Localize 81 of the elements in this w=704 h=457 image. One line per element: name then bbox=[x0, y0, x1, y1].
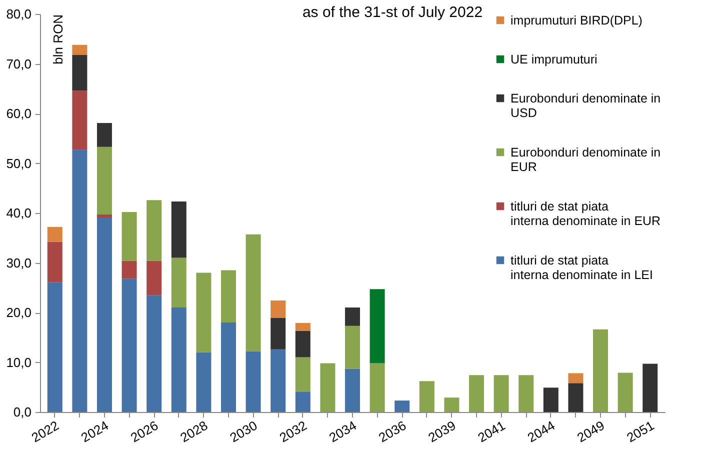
bar bbox=[96, 218, 112, 412]
bar bbox=[270, 300, 286, 318]
bar bbox=[593, 329, 608, 412]
bar bbox=[171, 258, 186, 308]
x-tick-label: 2039 bbox=[426, 418, 458, 446]
bar bbox=[295, 357, 310, 392]
x-tick-label: 2032 bbox=[276, 418, 310, 446]
bar bbox=[345, 326, 360, 369]
x-tick-label: 2030 bbox=[227, 418, 260, 446]
bar bbox=[370, 289, 385, 364]
x-tick-label: 2034 bbox=[326, 418, 359, 446]
x-tick-label: 2036 bbox=[376, 418, 409, 446]
bar bbox=[469, 375, 484, 412]
x-tick-label: 2024 bbox=[78, 418, 111, 446]
y-tick-label: 40,0 bbox=[6, 206, 32, 220]
bar bbox=[642, 364, 658, 412]
bar bbox=[345, 368, 360, 412]
bar bbox=[295, 322, 310, 331]
bar bbox=[220, 270, 236, 322]
y-tick-label: 80,0 bbox=[6, 6, 32, 22]
bar bbox=[47, 282, 62, 412]
bar bbox=[518, 375, 534, 412]
bar bbox=[246, 351, 261, 412]
bar bbox=[419, 381, 434, 412]
bar bbox=[568, 383, 584, 412]
x-tick-label: 2026 bbox=[128, 418, 161, 446]
y-tick-label: 20,0 bbox=[6, 305, 32, 320]
legend-label: titluri de stat piata interna denominate in LEI bbox=[510, 253, 653, 282]
bar bbox=[568, 373, 584, 384]
bar bbox=[246, 234, 261, 352]
bar bbox=[146, 295, 162, 412]
legend-label: imprumuturi BIRD(DPL) bbox=[510, 13, 642, 28]
x-tick-label: 2049 bbox=[574, 418, 608, 446]
bar bbox=[72, 44, 88, 55]
x-tick-label: 2022 bbox=[28, 418, 62, 446]
legend-label: Eurobonduri denominate in USD bbox=[510, 91, 661, 120]
bar bbox=[146, 260, 162, 296]
bar bbox=[320, 363, 336, 412]
bar bbox=[494, 375, 509, 412]
chart-title: as of the 31-st of July 2022 bbox=[302, 4, 483, 21]
y-axis-title: bln RON bbox=[50, 14, 66, 64]
bar bbox=[270, 349, 286, 412]
legend-label: UE imprumuturi bbox=[510, 52, 598, 66]
y-tick-label: 60,0 bbox=[6, 106, 32, 121]
bar bbox=[444, 398, 460, 412]
bar bbox=[370, 363, 385, 412]
bar bbox=[196, 272, 212, 352]
bar bbox=[72, 150, 88, 412]
bar bbox=[72, 90, 88, 150]
bar bbox=[47, 242, 62, 282]
y-tick-label: 0,0 bbox=[13, 404, 32, 420]
y-tick-label: 10,0 bbox=[6, 354, 32, 370]
x-tick-label: 2044 bbox=[524, 418, 558, 446]
bar bbox=[47, 226, 62, 242]
x-tick-label: 2028 bbox=[178, 418, 210, 446]
bar bbox=[196, 352, 212, 412]
y-tick-label: 30,0 bbox=[6, 255, 32, 270]
x-tick-label: 2041 bbox=[475, 418, 508, 446]
bar bbox=[122, 278, 137, 412]
bar bbox=[295, 330, 310, 358]
y-tick-label: 70,0 bbox=[6, 56, 32, 72]
bar bbox=[220, 322, 236, 412]
bar bbox=[122, 260, 137, 279]
bar bbox=[96, 122, 112, 147]
bar bbox=[96, 146, 112, 214]
bar bbox=[270, 318, 286, 350]
legend-label: titluri de stat piata interna denominate in EUR bbox=[510, 199, 661, 228]
bar bbox=[543, 388, 558, 412]
bar bbox=[171, 202, 186, 258]
bar bbox=[146, 200, 162, 261]
bar bbox=[122, 212, 137, 261]
bar bbox=[618, 372, 633, 412]
bar bbox=[171, 308, 186, 412]
legend-label: Eurobonduri denominate in EUR bbox=[510, 145, 661, 174]
x-tick-label: 2051 bbox=[624, 418, 657, 446]
bar bbox=[295, 392, 310, 412]
bar bbox=[345, 308, 360, 326]
y-tick-label: 50,0 bbox=[6, 156, 32, 171]
bar bbox=[72, 54, 88, 91]
bar bbox=[96, 214, 112, 218]
bar bbox=[394, 400, 410, 412]
